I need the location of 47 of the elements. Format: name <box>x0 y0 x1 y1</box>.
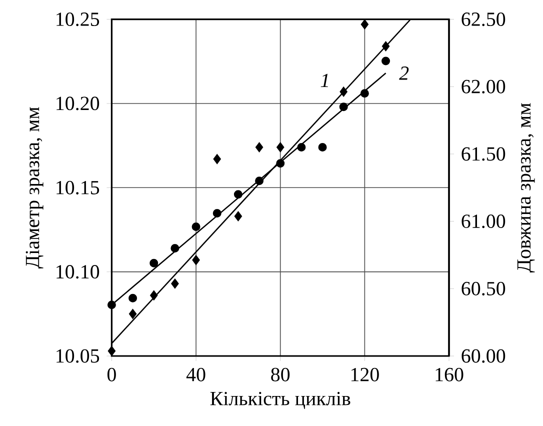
point <box>382 56 390 66</box>
point <box>360 20 368 30</box>
point <box>170 244 180 253</box>
point <box>276 159 285 168</box>
point <box>108 346 116 356</box>
point <box>150 258 158 268</box>
point <box>340 86 348 97</box>
x-axis-title: Кількість циклів <box>210 392 350 410</box>
point <box>255 176 264 186</box>
y2-tick-label: 61.50 <box>462 147 506 161</box>
y-tick-label: 10.05 <box>56 349 100 363</box>
point <box>234 211 242 222</box>
point <box>128 309 137 319</box>
point <box>192 222 200 231</box>
y-tick-label: 10.10 <box>56 265 100 279</box>
y2-tick-label: 60.00 <box>462 349 506 363</box>
point <box>212 208 222 218</box>
series-label: 1 <box>320 74 328 88</box>
x-tick-label: 0 <box>107 368 116 382</box>
point <box>276 142 284 152</box>
x-tick-label: 40 <box>186 368 206 382</box>
x-tick-label: 120 <box>351 368 379 382</box>
point <box>234 190 242 199</box>
point <box>339 102 348 112</box>
point <box>171 278 179 288</box>
y-tick-label: 10.20 <box>56 96 100 110</box>
y2-axis-title: Довжина зразка, мм <box>517 103 535 272</box>
y2-tick-label: 60.50 <box>462 282 506 296</box>
y-tick-label: 10.25 <box>56 12 100 26</box>
point <box>297 142 306 152</box>
y-tick-label: 10.15 <box>56 180 100 194</box>
point <box>213 154 221 164</box>
point <box>107 300 116 310</box>
x-tick-label: 160 <box>436 368 464 382</box>
point <box>360 89 369 98</box>
point <box>150 290 158 300</box>
y2-tick-label: 61.00 <box>462 214 506 228</box>
x-tick-label: 80 <box>271 368 290 382</box>
y2-tick-label: 62.50 <box>462 12 506 26</box>
point <box>318 142 327 152</box>
point <box>255 142 264 152</box>
y-axis-title: Діаметр зразка, мм <box>26 107 44 268</box>
series-label: 2 <box>399 66 409 80</box>
y2-tick-label: 62.00 <box>462 80 506 94</box>
point <box>128 294 138 302</box>
point <box>192 255 200 265</box>
point <box>382 41 390 52</box>
